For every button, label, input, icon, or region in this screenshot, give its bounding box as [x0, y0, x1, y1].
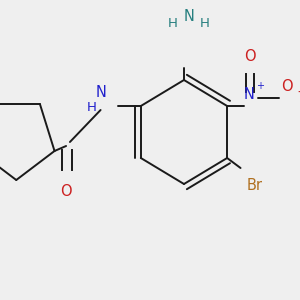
Text: H: H	[200, 17, 210, 30]
Text: +: +	[256, 81, 264, 91]
Text: N: N	[95, 85, 106, 100]
Text: N: N	[183, 9, 194, 24]
Text: N: N	[244, 87, 255, 102]
Text: O: O	[281, 79, 292, 94]
Text: Br: Br	[246, 178, 262, 193]
Text: H: H	[167, 17, 177, 30]
Text: O: O	[60, 184, 72, 199]
Text: H: H	[87, 101, 97, 114]
Text: -: -	[298, 86, 300, 100]
Text: O: O	[244, 49, 256, 64]
